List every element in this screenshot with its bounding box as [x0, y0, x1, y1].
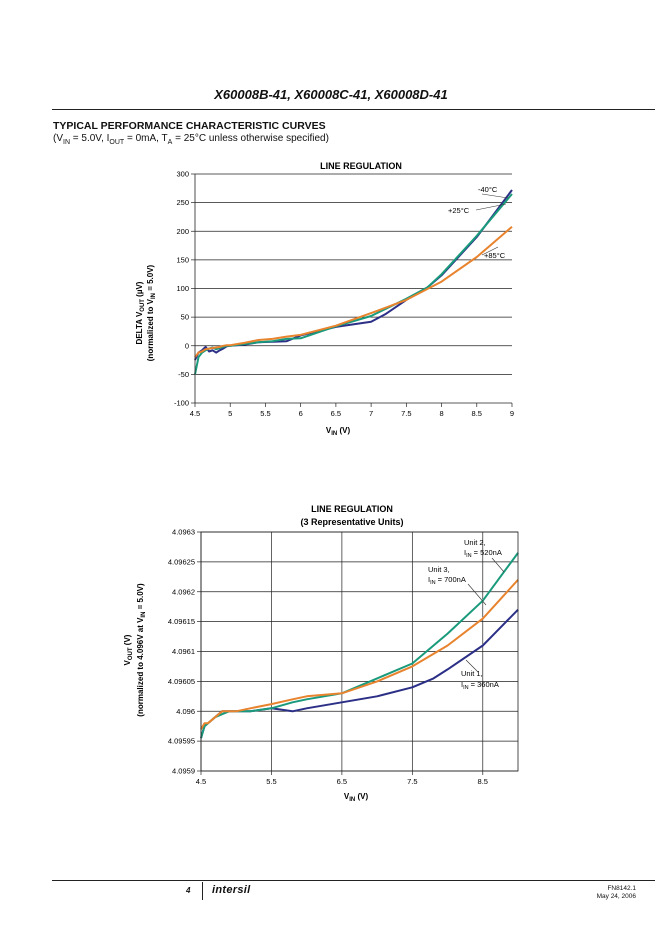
c1-xtick-label: 6.5	[331, 409, 341, 418]
test-conditions: (VIN = 5.0V, IOUT = 0mA, TA = 25°C unles…	[53, 133, 329, 146]
svg-text:IIN = 700nA: IIN = 700nA	[428, 575, 466, 586]
doc-date: May 24, 2006	[596, 893, 636, 900]
c2-ytick-label: 4.0963	[172, 528, 195, 537]
c1-xtick-label: 9	[510, 409, 514, 418]
c2-ytick-label: 4.0962	[172, 587, 195, 596]
svg-text:Unit 1,: Unit 1,	[461, 669, 483, 678]
chart1-annotation-plus25: +25°C	[448, 206, 470, 215]
c2-xtick-label: 5.5	[266, 777, 276, 786]
c1-xtick-label: 8	[439, 409, 443, 418]
c2-ytick-label: 4.0959	[172, 767, 195, 776]
intersil-logo: intersil	[212, 884, 251, 896]
c2-ytick-label: 4.09605	[168, 677, 195, 686]
chart1-xlabel: VIN (V)	[326, 426, 351, 437]
document-title: X60008B-41, X60008C-41, X60008D-41	[214, 87, 448, 102]
svg-text:IIN = 360nA: IIN = 360nA	[461, 680, 499, 691]
c1-xtick-label: 7.5	[401, 409, 411, 418]
page-number: 4	[186, 886, 191, 895]
section-title: TYPICAL PERFORMANCE CHARACTERISTIC CURVE…	[53, 120, 326, 132]
c1-ytick-label: -100	[174, 399, 189, 408]
line-regulation-chart: LINE REGULATION 300 250 200 150 100 50 0 -50 -10…	[135, 161, 514, 437]
c1-xtick-label: 4.5	[190, 409, 200, 418]
c1-ytick-label: 300	[176, 170, 189, 179]
header-rule	[52, 109, 655, 110]
c2-series-2	[200, 579, 519, 730]
svg-text:IIN = 520nA: IIN = 520nA	[464, 548, 502, 559]
c2-xtick-label: 4.5	[196, 777, 206, 786]
svg-text:Unit 2,: Unit 2,	[464, 538, 486, 547]
c1-ytick-label: 0	[185, 341, 189, 350]
c2-series-1	[200, 552, 519, 739]
doc-number: FN8142.1	[607, 885, 636, 892]
c1-ytick-label: 250	[176, 198, 189, 207]
c2-ytick-label: 4.096	[176, 707, 195, 716]
chart2-annotation-unit3: Unit 3, IIN = 700nA	[428, 565, 487, 606]
chart1-ylabel2: (normalized to VIN = 5.0V)	[146, 264, 157, 361]
chart2-annotation-unit1: Unit 1, IIN = 360nA	[461, 659, 499, 691]
c1-ytick-label: 200	[176, 227, 189, 236]
c1-ytick-label: -50	[178, 370, 189, 379]
svg-text:Unit 3,: Unit 3,	[428, 565, 450, 574]
chart2-subtitle: (3 Representative Units)	[300, 517, 403, 527]
c2-xtick-label: 8.5	[478, 777, 488, 786]
chart1-annotation-minus40: -40°C	[478, 185, 498, 194]
c1-xtick-label: 5.5	[260, 409, 270, 418]
chart2-ylabel2: (normalized to 4.096V at VIN = 5.0V)	[136, 583, 147, 717]
c1-xtick-label: 7	[369, 409, 373, 418]
c2-ytick-label: 4.0961	[172, 647, 195, 656]
chart1-ylabel: DELTA VOUT (µV)	[135, 281, 146, 344]
c2-xtick-label: 7.5	[407, 777, 417, 786]
c2-frame	[200, 531, 519, 772]
c1-ytick-label: 150	[176, 255, 189, 264]
c2-ytick-label: 4.09615	[168, 617, 195, 626]
c1-xtick-label: 5	[228, 409, 232, 418]
c1-xtick-label: 8.5	[472, 409, 482, 418]
footer-doc-info: FN8142.1 May 24, 2006	[597, 885, 636, 901]
c2-ytick-label: 4.09625	[168, 557, 195, 566]
chart2-annotation-unit2: Unit 2, IIN = 520nA	[464, 538, 505, 573]
line-regulation-units-chart: LINE REGULATION (3 Representative Units)…	[123, 504, 519, 803]
c1-series-0	[194, 189, 513, 361]
c1-ytick-label: 100	[176, 284, 189, 293]
footer-separator	[202, 882, 203, 900]
c1-xtick-label: 6	[299, 409, 303, 418]
c1-ytick-label: 50	[181, 313, 189, 322]
chart2-title: LINE REGULATION	[311, 504, 393, 514]
chart1-title: LINE REGULATION	[320, 161, 402, 171]
c2-ytick-label: 4.09595	[168, 737, 195, 746]
footer-rule	[52, 880, 655, 881]
chart2-ylabel: VOUT (V)	[123, 634, 134, 665]
chart2-xlabel: VIN (V)	[344, 792, 369, 803]
chart1-annotation-plus85: +85°C	[484, 251, 506, 260]
c1-series-1	[194, 193, 513, 375]
c2-xtick-label: 6.5	[337, 777, 347, 786]
c1-series-2	[194, 225, 513, 358]
